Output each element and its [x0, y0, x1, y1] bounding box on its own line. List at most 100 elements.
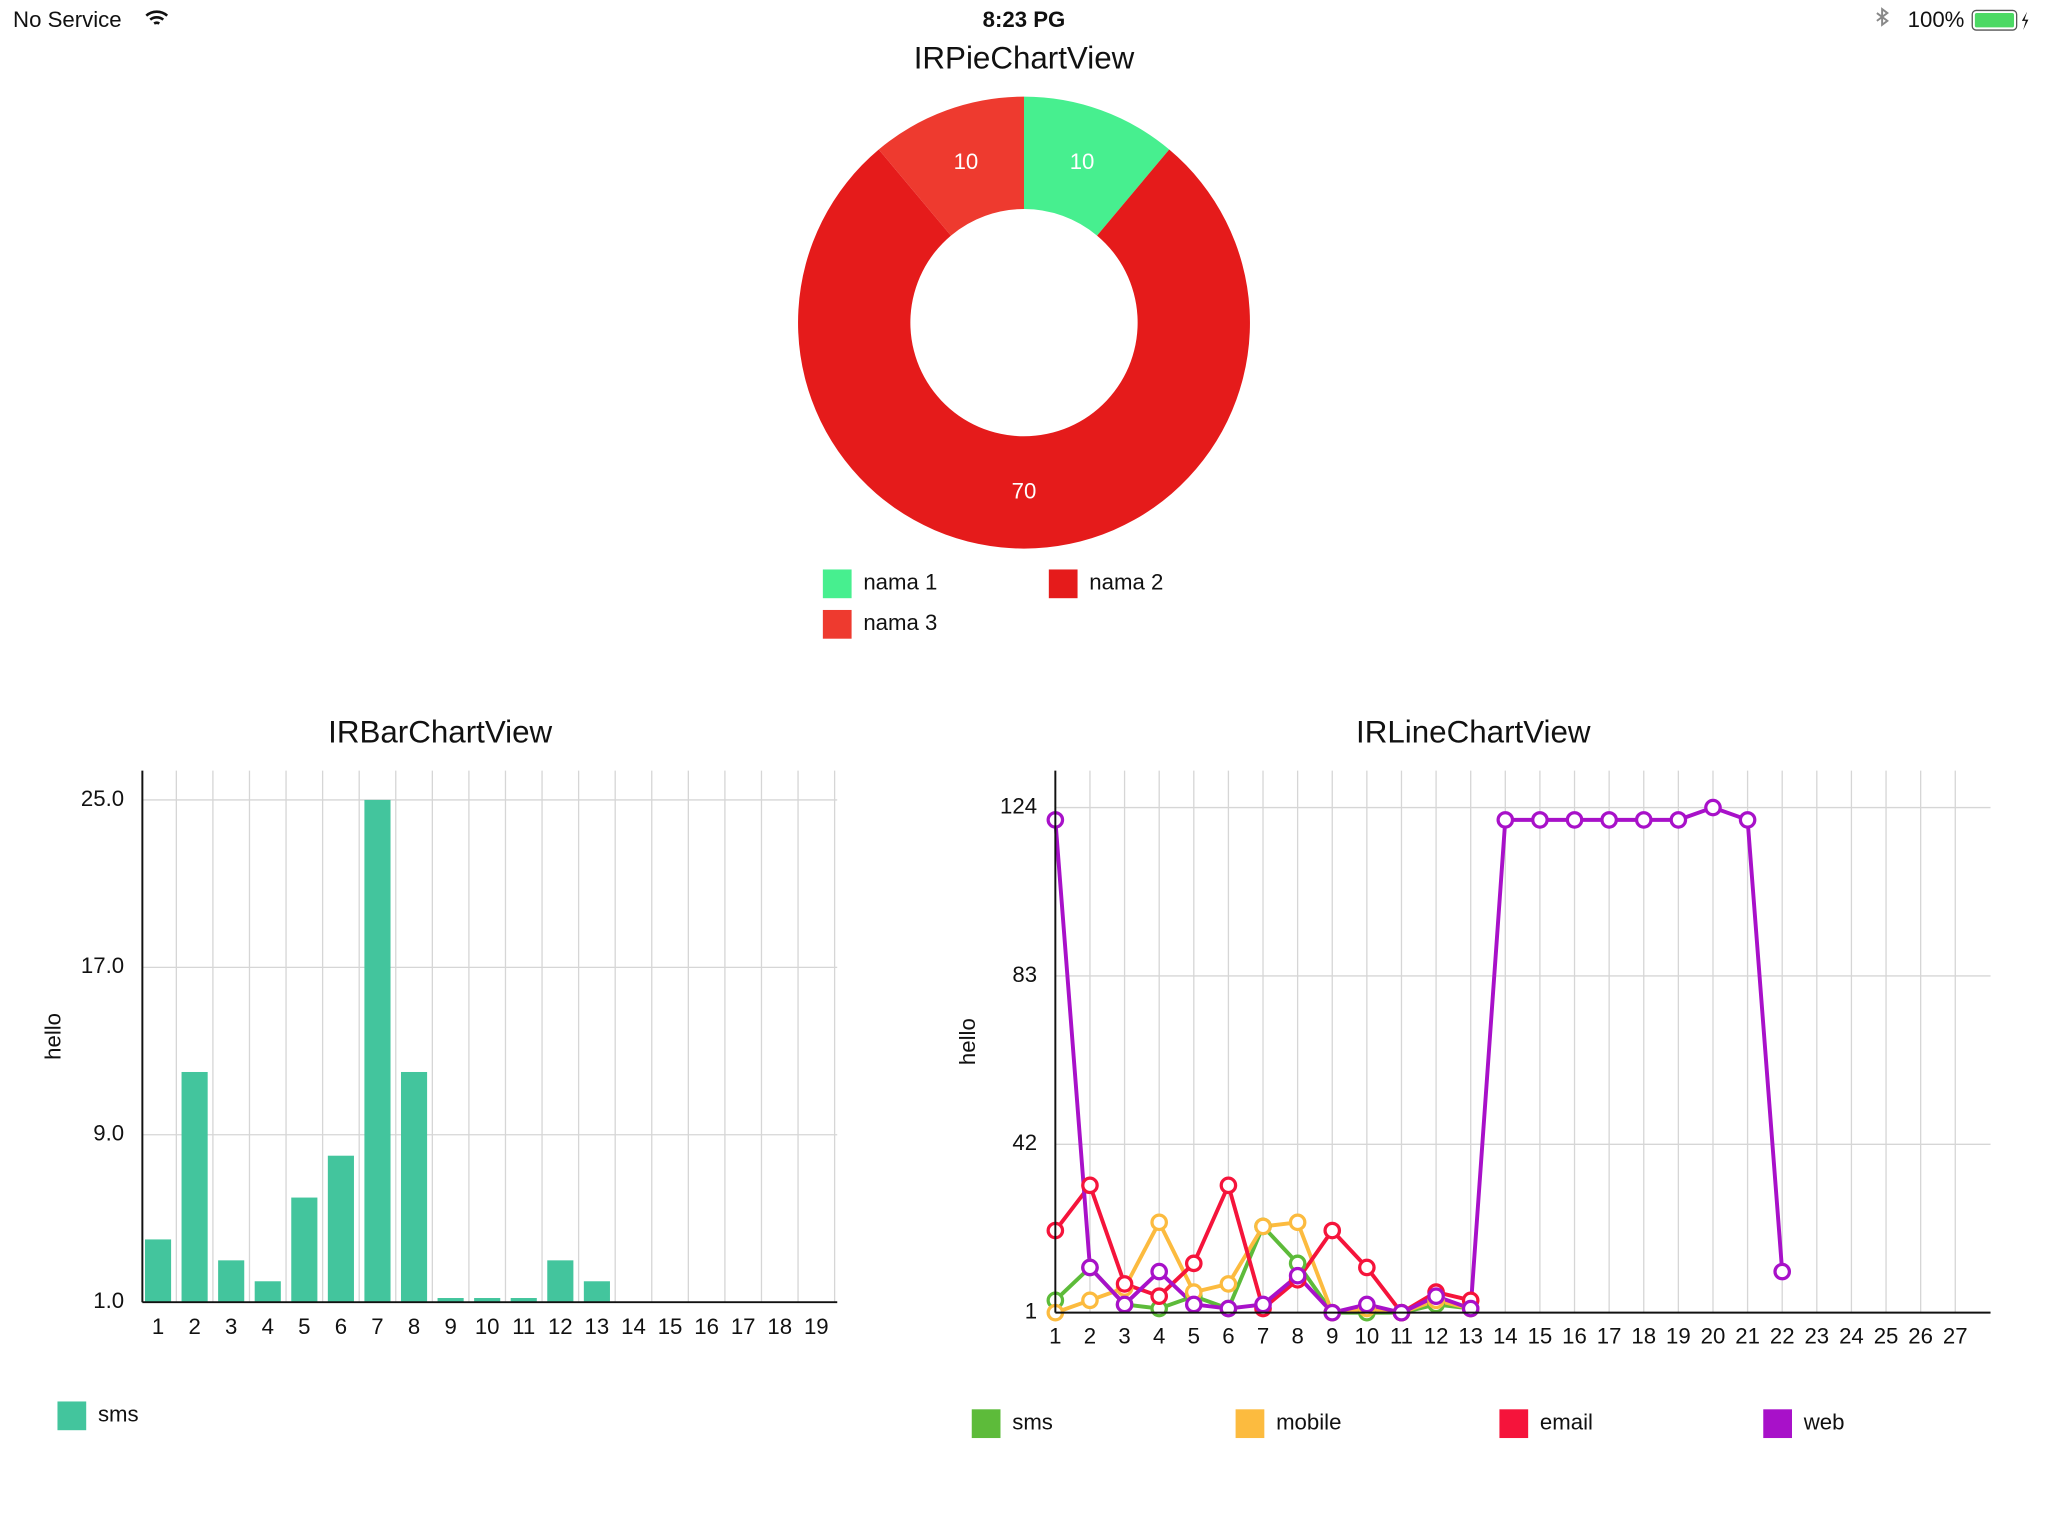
x-tick-label: 15	[658, 1314, 683, 1339]
y-tick-label: 124	[1000, 793, 1037, 818]
bar	[291, 1197, 318, 1303]
clock: 8:23 PG	[983, 7, 1066, 32]
x-tick-label: 5	[298, 1314, 310, 1339]
y-tick-label: 9.0	[93, 1121, 124, 1146]
legend-label: nama 1	[863, 570, 937, 595]
charging-icon	[2021, 11, 2029, 31]
legend-label: nama 2	[1089, 570, 1163, 595]
bar	[474, 1298, 501, 1303]
y-tick-label: 83	[1012, 962, 1037, 987]
point	[1150, 1287, 1168, 1306]
x-tick-label: 16	[694, 1314, 719, 1339]
bar	[400, 1071, 428, 1303]
bar	[364, 799, 391, 1303]
point	[1115, 1295, 1134, 1314]
legend-swatch	[57, 1401, 87, 1431]
legend-label: sms	[98, 1402, 139, 1427]
point	[1254, 1217, 1272, 1236]
y-axis-label: hello	[41, 1013, 66, 1060]
x-tick-label: 27	[1943, 1323, 1968, 1348]
point	[1600, 811, 1618, 829]
bar	[218, 1260, 245, 1303]
x-tick-label: 6	[335, 1314, 347, 1339]
point	[1531, 811, 1549, 829]
legend-label: sms	[1012, 1410, 1053, 1435]
point	[1738, 811, 1757, 829]
x-tick-label: 19	[1666, 1323, 1691, 1348]
x-tick-label: 7	[371, 1314, 383, 1339]
x-tick-label: 2	[188, 1314, 200, 1339]
bar	[583, 1281, 610, 1303]
legend-swatch	[1499, 1409, 1529, 1439]
point	[1565, 811, 1584, 829]
point	[1184, 1295, 1203, 1314]
x-tick-label: 22	[1770, 1323, 1795, 1348]
x-tick-label: 18	[1631, 1323, 1656, 1348]
x-tick-label: 20	[1701, 1323, 1726, 1348]
x-tick-label: 8	[408, 1314, 420, 1339]
point	[1219, 1176, 1238, 1195]
y-tick-label: 1.0	[93, 1288, 124, 1313]
pie-slice	[878, 96, 1024, 236]
y-tick-label: 1	[1025, 1299, 1037, 1324]
x-tick-label: 24	[1839, 1323, 1864, 1348]
point	[1773, 1262, 1792, 1281]
point	[1288, 1266, 1307, 1285]
slice-label: 10	[954, 149, 979, 174]
x-tick-label: 5	[1188, 1323, 1200, 1348]
x-tick-label: 8	[1291, 1323, 1303, 1348]
x-tick-label: 2	[1084, 1323, 1096, 1348]
wifi-icon	[145, 10, 169, 25]
x-tick-label: 11	[1390, 1323, 1413, 1348]
point	[1184, 1254, 1203, 1273]
x-tick-label: 12	[1424, 1323, 1449, 1348]
x-tick-label: 1	[1049, 1323, 1061, 1348]
y-tick-label: 25.0	[81, 786, 124, 811]
point	[1496, 811, 1515, 829]
point	[1358, 1295, 1376, 1314]
y-tick-label: 42	[1012, 1130, 1037, 1155]
legend-label: mobile	[1276, 1410, 1341, 1435]
bar	[181, 1071, 208, 1303]
battery-fill	[1974, 13, 2015, 28]
x-tick-label: 15	[1528, 1323, 1553, 1348]
y-tick-label: 17.0	[81, 953, 124, 978]
legend-swatch	[1048, 569, 1078, 599]
slice-label: 10	[1070, 149, 1095, 174]
x-tick-label: 4	[262, 1314, 274, 1339]
bar	[547, 1260, 574, 1303]
slice-label: 70	[1012, 478, 1037, 503]
x-tick-label: 16	[1562, 1323, 1587, 1348]
y-axis-label: hello	[955, 1018, 980, 1065]
legend-label: email	[1540, 1410, 1593, 1435]
x-tick-label: 14	[1493, 1323, 1518, 1348]
x-tick-label: 25	[1874, 1323, 1899, 1348]
point	[1115, 1275, 1134, 1293]
legend-swatch	[1235, 1409, 1265, 1439]
x-tick-label: 18	[767, 1314, 792, 1339]
pie-slice	[1024, 96, 1170, 236]
point	[1150, 1262, 1168, 1281]
point	[1150, 1213, 1168, 1232]
point	[1669, 811, 1688, 829]
point	[1081, 1258, 1099, 1277]
point	[1288, 1213, 1307, 1232]
bar	[327, 1155, 354, 1303]
x-tick-label: 12	[548, 1314, 573, 1339]
point	[1219, 1275, 1238, 1293]
x-tick-label: 10	[1355, 1323, 1380, 1348]
point	[1254, 1295, 1272, 1314]
x-tick-label: 13	[1458, 1323, 1483, 1348]
chart-title: IRPieChartView	[914, 40, 1135, 75]
x-tick-label: 9	[1326, 1323, 1338, 1348]
bluetooth-icon	[1876, 7, 1889, 27]
point	[1704, 798, 1722, 817]
carrier: No Service	[13, 7, 122, 32]
legend-swatch	[822, 609, 852, 639]
point	[1323, 1221, 1342, 1240]
x-tick-label: 10	[475, 1314, 500, 1339]
x-tick-label: 1	[152, 1314, 164, 1339]
bar	[144, 1239, 172, 1303]
